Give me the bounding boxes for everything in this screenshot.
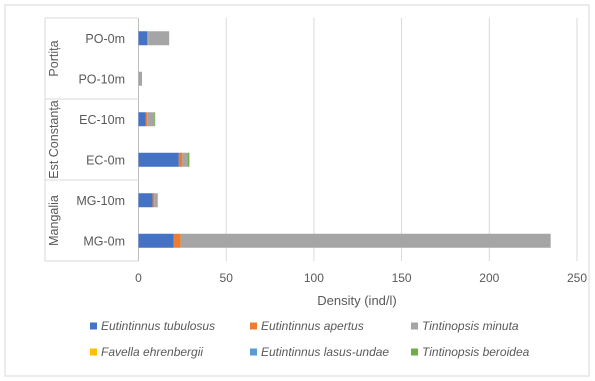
bar-segment bbox=[138, 193, 153, 208]
x-axis-title: Density (ind/l) bbox=[317, 293, 396, 308]
chart-border bbox=[4, 4, 590, 377]
category-labels: PO-0m PO-10m EC-10m EC-0m MG-10m MG-0m bbox=[76, 32, 125, 249]
legend-swatch bbox=[90, 348, 97, 356]
legend-swatch bbox=[90, 322, 97, 330]
bar-segment bbox=[187, 152, 190, 167]
category-label: EC-0m bbox=[86, 153, 125, 167]
bar-segment bbox=[138, 31, 148, 46]
x-tick-label: 200 bbox=[479, 271, 499, 285]
category-label: PO-0m bbox=[85, 32, 125, 46]
legend: Eutintinnus tubulosus Eutintinnus apertus… bbox=[90, 319, 530, 359]
bar-segment bbox=[138, 71, 143, 86]
bar-segment bbox=[138, 152, 179, 167]
legend-swatch bbox=[411, 322, 418, 330]
category-label: MG-10m bbox=[76, 194, 125, 208]
legend-swatch bbox=[250, 348, 257, 356]
bar-segment bbox=[154, 193, 158, 208]
group-label: Est Constanța bbox=[47, 100, 61, 179]
legend-label: Eutintinnus apertus bbox=[261, 319, 364, 333]
group-labels: Portița Est Constanța Mangalia bbox=[47, 40, 61, 245]
bar-segment bbox=[147, 31, 149, 46]
category-label: MG-0m bbox=[83, 234, 125, 248]
legend-swatch bbox=[250, 322, 257, 330]
x-tick-label: 0 bbox=[135, 271, 142, 285]
bar-segment bbox=[178, 152, 183, 167]
x-tick-label: 250 bbox=[567, 271, 587, 285]
bar-segment bbox=[182, 152, 188, 167]
bar-segment bbox=[154, 112, 156, 127]
x-tick-labels: 0 50 100 150 200 250 bbox=[135, 271, 587, 285]
x-tick-label: 100 bbox=[304, 271, 324, 285]
group-label: Portița bbox=[47, 40, 61, 76]
bar-segment bbox=[147, 112, 155, 127]
bar-segment bbox=[173, 233, 181, 248]
category-label: EC-10m bbox=[79, 113, 125, 127]
legend-label: Tintinopsis beroidea bbox=[422, 345, 530, 359]
bar-segment bbox=[180, 233, 551, 248]
x-tick-label: 50 bbox=[220, 271, 234, 285]
x-tick-label: 150 bbox=[392, 271, 412, 285]
legend-label: Eutintinnus tubulosus bbox=[101, 319, 215, 333]
legend-swatch bbox=[411, 348, 418, 356]
bars bbox=[138, 31, 551, 248]
bar-segment bbox=[138, 112, 146, 127]
legend-label: Eutintinnus lasus-undae bbox=[261, 345, 389, 359]
bar-segment bbox=[148, 31, 170, 46]
category-label: PO-10m bbox=[78, 72, 125, 86]
bar-segment bbox=[152, 193, 155, 208]
category-group-lines bbox=[44, 17, 139, 262]
group-label: Mangalia bbox=[47, 195, 61, 246]
gridlines bbox=[138, 18, 578, 261]
bar-segment bbox=[138, 233, 174, 248]
bar-segment bbox=[145, 112, 148, 127]
legend-label: Tintinopsis minuta bbox=[422, 319, 519, 333]
legend-label: Favella ehrenbergii bbox=[101, 345, 203, 359]
